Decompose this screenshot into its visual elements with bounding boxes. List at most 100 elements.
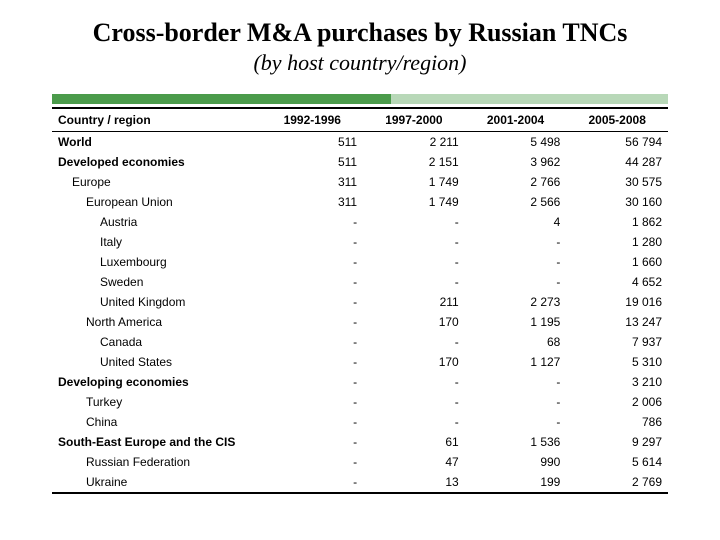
row-label: South-East Europe and the CIS (52, 432, 261, 452)
row-label: Sweden (52, 272, 261, 292)
row-value: - (261, 272, 363, 292)
row-value: 5 310 (566, 352, 668, 372)
table-row: Austria--41 862 (52, 212, 668, 232)
row-value: - (261, 452, 363, 472)
row-value: 13 (363, 472, 465, 493)
row-value: - (465, 392, 567, 412)
row-value: 511 (261, 152, 363, 172)
row-value: - (261, 432, 363, 452)
row-value: 1 280 (566, 232, 668, 252)
row-value: 13 247 (566, 312, 668, 332)
row-value: - (465, 252, 567, 272)
row-value: 4 (465, 212, 567, 232)
table-row: Canada--687 937 (52, 332, 668, 352)
row-value: 2 006 (566, 392, 668, 412)
row-value: - (465, 372, 567, 392)
table-row: United Kingdom-2112 27319 016 (52, 292, 668, 312)
row-value: - (261, 312, 363, 332)
row-value: 30 575 (566, 172, 668, 192)
row-value: 1 195 (465, 312, 567, 332)
row-value: 47 (363, 452, 465, 472)
row-label: Austria (52, 212, 261, 232)
row-value: 44 287 (566, 152, 668, 172)
table-header-row: Country / region 1992-1996 1997-2000 200… (52, 108, 668, 132)
row-value: 2 211 (363, 132, 465, 153)
table-container: Country / region 1992-1996 1997-2000 200… (22, 94, 698, 494)
table-row: Italy---1 280 (52, 232, 668, 252)
col-header-1992: 1992-1996 (261, 108, 363, 132)
row-value: - (363, 252, 465, 272)
table-row: Developing economies---3 210 (52, 372, 668, 392)
row-value: 2 766 (465, 172, 567, 192)
row-value: 199 (465, 472, 567, 493)
row-value: 311 (261, 192, 363, 212)
row-label: United States (52, 352, 261, 372)
row-label: Ukraine (52, 472, 261, 493)
row-value: 56 794 (566, 132, 668, 153)
page-title: Cross-border M&A purchases by Russian TN… (22, 18, 698, 48)
table-row: Luxembourg---1 660 (52, 252, 668, 272)
col-header-region: Country / region (52, 108, 261, 132)
page-subtitle: (by host country/region) (22, 50, 698, 76)
table-row: Sweden---4 652 (52, 272, 668, 292)
row-value: 5 498 (465, 132, 567, 153)
row-value: - (261, 232, 363, 252)
table-row: Developed economies5112 1513 96244 287 (52, 152, 668, 172)
row-value: 1 127 (465, 352, 567, 372)
table-row: Turkey---2 006 (52, 392, 668, 412)
row-value: 4 652 (566, 272, 668, 292)
row-label: China (52, 412, 261, 432)
row-label: World (52, 132, 261, 153)
row-value: - (465, 272, 567, 292)
row-label: United Kingdom (52, 292, 261, 312)
header-bar-seg2 (391, 94, 668, 104)
table-row: United States-1701 1275 310 (52, 352, 668, 372)
row-value: - (363, 212, 465, 232)
row-label: Developed economies (52, 152, 261, 172)
row-value: 1 749 (363, 172, 465, 192)
row-label: Russian Federation (52, 452, 261, 472)
header-bar (52, 94, 668, 104)
row-label: Turkey (52, 392, 261, 412)
row-value: 2 273 (465, 292, 567, 312)
row-value: - (261, 332, 363, 352)
row-value: 2 151 (363, 152, 465, 172)
row-value: - (261, 292, 363, 312)
row-value: 786 (566, 412, 668, 432)
row-value: 19 016 (566, 292, 668, 312)
row-value: 7 937 (566, 332, 668, 352)
col-header-2005: 2005-2008 (566, 108, 668, 132)
header-bar-seg1 (52, 94, 391, 104)
row-value: - (261, 372, 363, 392)
row-value: 170 (363, 352, 465, 372)
row-value: 1 536 (465, 432, 567, 452)
row-value: - (261, 472, 363, 493)
table-row: China---786 (52, 412, 668, 432)
row-value: - (363, 412, 465, 432)
row-value: - (465, 412, 567, 432)
table-body: World5112 2115 49856 794Developed econom… (52, 132, 668, 494)
col-header-2001: 2001-2004 (465, 108, 567, 132)
row-value: 3 210 (566, 372, 668, 392)
row-value: - (261, 252, 363, 272)
row-value: - (363, 392, 465, 412)
row-value: 9 297 (566, 432, 668, 452)
row-label: Developing economies (52, 372, 261, 392)
table-row: European Union3111 7492 56630 160 (52, 192, 668, 212)
row-value: - (363, 332, 465, 352)
row-value: 211 (363, 292, 465, 312)
table-row: North America-1701 19513 247 (52, 312, 668, 332)
row-label: North America (52, 312, 261, 332)
row-value: 1 749 (363, 192, 465, 212)
row-value: 2 769 (566, 472, 668, 493)
row-value: - (261, 392, 363, 412)
row-label: Canada (52, 332, 261, 352)
row-value: 68 (465, 332, 567, 352)
table-row: South-East Europe and the CIS-611 5369 2… (52, 432, 668, 452)
row-label: Italy (52, 232, 261, 252)
row-label: Europe (52, 172, 261, 192)
row-value: - (465, 232, 567, 252)
row-value: 3 962 (465, 152, 567, 172)
table-row: Ukraine-131992 769 (52, 472, 668, 493)
table-row: Europe3111 7492 76630 575 (52, 172, 668, 192)
